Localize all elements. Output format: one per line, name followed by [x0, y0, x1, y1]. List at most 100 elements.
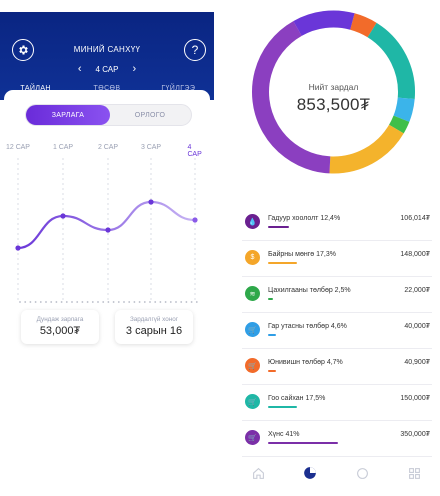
baseline-dot	[81, 301, 84, 303]
chevron-right-icon[interactable]: ›	[132, 63, 137, 75]
baseline-dot	[117, 301, 120, 303]
tab-budget[interactable]: ТӨСӨВ	[93, 85, 121, 92]
baseline-dot	[45, 301, 47, 303]
nav-home[interactable]	[251, 466, 265, 480]
donut-segment[interactable]	[246, 3, 421, 180]
month-axis: 12 САР 1 САР 2 САР 3 САР 4 САР	[4, 144, 210, 158]
baseline-dot	[102, 301, 105, 303]
data-point[interactable]	[105, 227, 111, 233]
baseline-dot	[55, 301, 58, 303]
category-amount: 40,000₮	[404, 323, 430, 330]
tab-transactions[interactable]: ГҮЙЛГЭЭ	[161, 85, 196, 92]
expense-trend-chart	[15, 158, 198, 303]
month-label[interactable]: 2 САР	[97, 144, 119, 151]
app-header: МИНИЙ САНХҮҮ ? ‹ 4 САР › ТАЙЛАН ТӨСӨВ ГҮ…	[0, 12, 214, 100]
current-month: 4 САР	[95, 65, 119, 74]
pie-chart-icon	[304, 467, 316, 479]
settings-button[interactable]	[12, 39, 34, 61]
expense-donut-chart	[246, 3, 421, 180]
baseline-dot	[65, 301, 68, 303]
money-bag-icon: $	[245, 250, 260, 265]
donut-segment[interactable]	[246, 3, 421, 180]
category-row[interactable]: 💧 Гадуур хоололт 12,4% 106,014₮	[242, 205, 432, 241]
month-label-current[interactable]: 4 САР	[187, 144, 202, 158]
category-amount: 106,014₮	[400, 215, 430, 222]
baseline-dot	[154, 301, 157, 303]
donut-segment[interactable]	[246, 3, 421, 180]
bottom-navigation	[232, 460, 440, 486]
data-point[interactable]	[148, 199, 154, 205]
report-panel: ЗАРЛАГА ОРЛОГО 12 САР 1 САР 2 САР 3 САР …	[4, 90, 210, 496]
toggle-income[interactable]: ОРЛОГО	[134, 111, 166, 119]
category-row[interactable]: 🛒 Гоо сайхан 17,5% 150,000₮	[242, 385, 432, 421]
baseline-dot	[19, 301, 21, 303]
data-point[interactable]	[60, 213, 66, 219]
no-spend-days-label: Зардалгүй хоног	[129, 316, 179, 323]
category-progress-bar	[268, 406, 297, 408]
month-label[interactable]: 1 САР	[52, 144, 74, 151]
baseline-dot	[175, 301, 177, 303]
category-row[interactable]: ≋ Цахилгааны төлбөр 2,5% 22,000₮	[242, 277, 432, 313]
baseline-dot	[97, 301, 99, 303]
average-expense-value: 53,000₮	[39, 325, 81, 337]
category-amount: 150,000₮	[400, 395, 430, 402]
category-row[interactable]: $ Байрны мөнгө 17,3% 148,000₮	[242, 241, 432, 277]
baseline-dot	[143, 301, 146, 303]
baseline-dot	[34, 301, 37, 303]
category-row[interactable]: 🛒 Гар утасны төлбөр 4,6% 40,000₮	[242, 313, 432, 349]
baseline-dot	[138, 301, 141, 303]
nav-statistics[interactable]	[303, 466, 317, 480]
average-expense-label: Дундаж зарлага	[36, 316, 84, 323]
right-phone-screen: Нийт зардал 853,500₮ 💧 Гадуур хоололт 12,…	[232, 0, 440, 496]
nav-chat[interactable]	[355, 466, 369, 480]
category-row[interactable]: 🛒 Хүнс 41% 350,000₮	[242, 421, 432, 457]
home-icon	[252, 467, 264, 479]
category-amount: 148,000₮	[400, 251, 430, 258]
category-progress-bar	[268, 262, 297, 264]
month-label[interactable]: 3 САР	[140, 144, 162, 151]
cart-icon: 🛒	[245, 430, 260, 445]
baseline-dot	[149, 301, 151, 303]
nav-menu[interactable]	[407, 466, 421, 480]
month-selector: ‹ 4 САР ›	[0, 64, 214, 75]
cart-icon: 🛒	[245, 394, 260, 409]
chevron-left-icon[interactable]: ‹	[77, 63, 82, 75]
grid-icon	[408, 467, 420, 479]
baseline-dot	[112, 301, 115, 303]
drop-icon: 💧	[245, 214, 260, 229]
category-list: 💧 Гадуур хоололт 12,4% 106,014₮ $ Байрны мөн…	[242, 205, 432, 457]
baseline-dot	[190, 301, 193, 303]
month-label[interactable]: 12 САР	[6, 144, 30, 151]
baseline-dot	[50, 301, 53, 303]
page-title: МИНИЙ САНХҮҮ	[73, 45, 141, 54]
data-point[interactable]	[192, 217, 198, 223]
baseline-dot	[169, 301, 172, 303]
baseline-dot	[107, 301, 110, 303]
baseline-dot	[128, 301, 131, 303]
help-button[interactable]: ?	[184, 39, 206, 61]
left-phone-screen: МИНИЙ САНХҮҮ ? ‹ 4 САР › ТАЙЛАН ТӨСӨВ ГҮ…	[0, 0, 214, 496]
category-label: Хүнс 41%	[268, 431, 300, 438]
wifi-icon: ≋	[245, 286, 260, 301]
category-amount: 350,000₮	[400, 431, 430, 438]
baseline-dot	[29, 301, 32, 303]
baseline-dot	[195, 301, 198, 303]
no-spend-days-value: 3 сарын 16	[125, 325, 183, 337]
category-label: Гар утасны төлбөр 4,6%	[268, 323, 347, 330]
category-progress-bar	[268, 226, 289, 228]
average-expense-card: Дундаж зарлага 53,000₮	[21, 310, 99, 344]
category-row[interactable]: 🛒 Юнивишн төлбөр 4,7% 40,900₮	[242, 349, 432, 385]
baseline-dot	[71, 301, 73, 303]
baseline-dot	[86, 301, 89, 303]
baseline-dot	[159, 301, 162, 303]
category-label: Байрны мөнгө 17,3%	[268, 251, 336, 258]
toggle-expense[interactable]: ЗАРЛАГА	[26, 105, 110, 125]
no-spend-days-card: Зардалгүй хоног 3 сарын 16	[115, 310, 193, 344]
data-point[interactable]	[15, 245, 21, 251]
baseline-dot	[24, 301, 27, 303]
baseline-dot	[39, 301, 42, 303]
baseline-dot	[185, 301, 188, 303]
baseline-dot	[123, 301, 125, 303]
category-progress-bar	[268, 298, 273, 300]
category-amount: 40,900₮	[404, 359, 430, 366]
